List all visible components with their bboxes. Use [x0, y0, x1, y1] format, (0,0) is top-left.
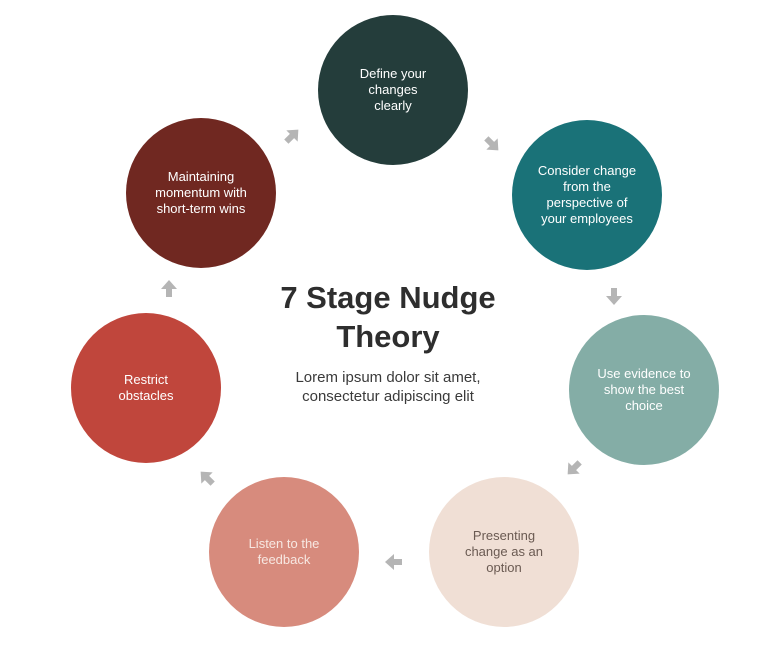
stage-7-circle: Maintaining momentum with short-term win…: [126, 118, 276, 268]
arrow-up-icon: [158, 278, 180, 300]
stage-5-circle: Listen to the feedback: [209, 477, 359, 627]
stage-5-label: Listen to the feedback: [249, 536, 320, 568]
stage-6-label: Restrict obstacles: [119, 372, 174, 404]
stage-4-label: Presenting change as an option: [465, 528, 543, 576]
diagram-subtitle: Lorem ipsum dolor sit amet, consectetur …: [230, 368, 546, 406]
stage-4-circle: Presenting change as an option: [429, 477, 579, 627]
diagram-title: 7 Stage Nudge Theory: [230, 278, 546, 356]
arrow-left-icon: [383, 551, 405, 573]
stage-7-label: Maintaining momentum with short-term win…: [155, 169, 247, 217]
arrow-up-left-icon: [191, 462, 222, 493]
arrow-right-icon: [476, 128, 507, 159]
arrow-down-left-icon: [558, 452, 589, 483]
stage-2-label: Consider change from the perspective of …: [538, 163, 636, 227]
arrow-down-icon: [603, 285, 625, 307]
stage-1-circle: Define your changes clearly: [318, 15, 468, 165]
stage-2-circle: Consider change from the perspective of …: [512, 120, 662, 270]
stage-1-label: Define your changes clearly: [360, 66, 426, 114]
stage-6-circle: Restrict obstacles: [71, 313, 221, 463]
stage-3-circle: Use evidence to show the best choice: [569, 315, 719, 465]
arrow-up-right-icon: [276, 120, 307, 151]
stage-3-label: Use evidence to show the best choice: [597, 366, 690, 414]
